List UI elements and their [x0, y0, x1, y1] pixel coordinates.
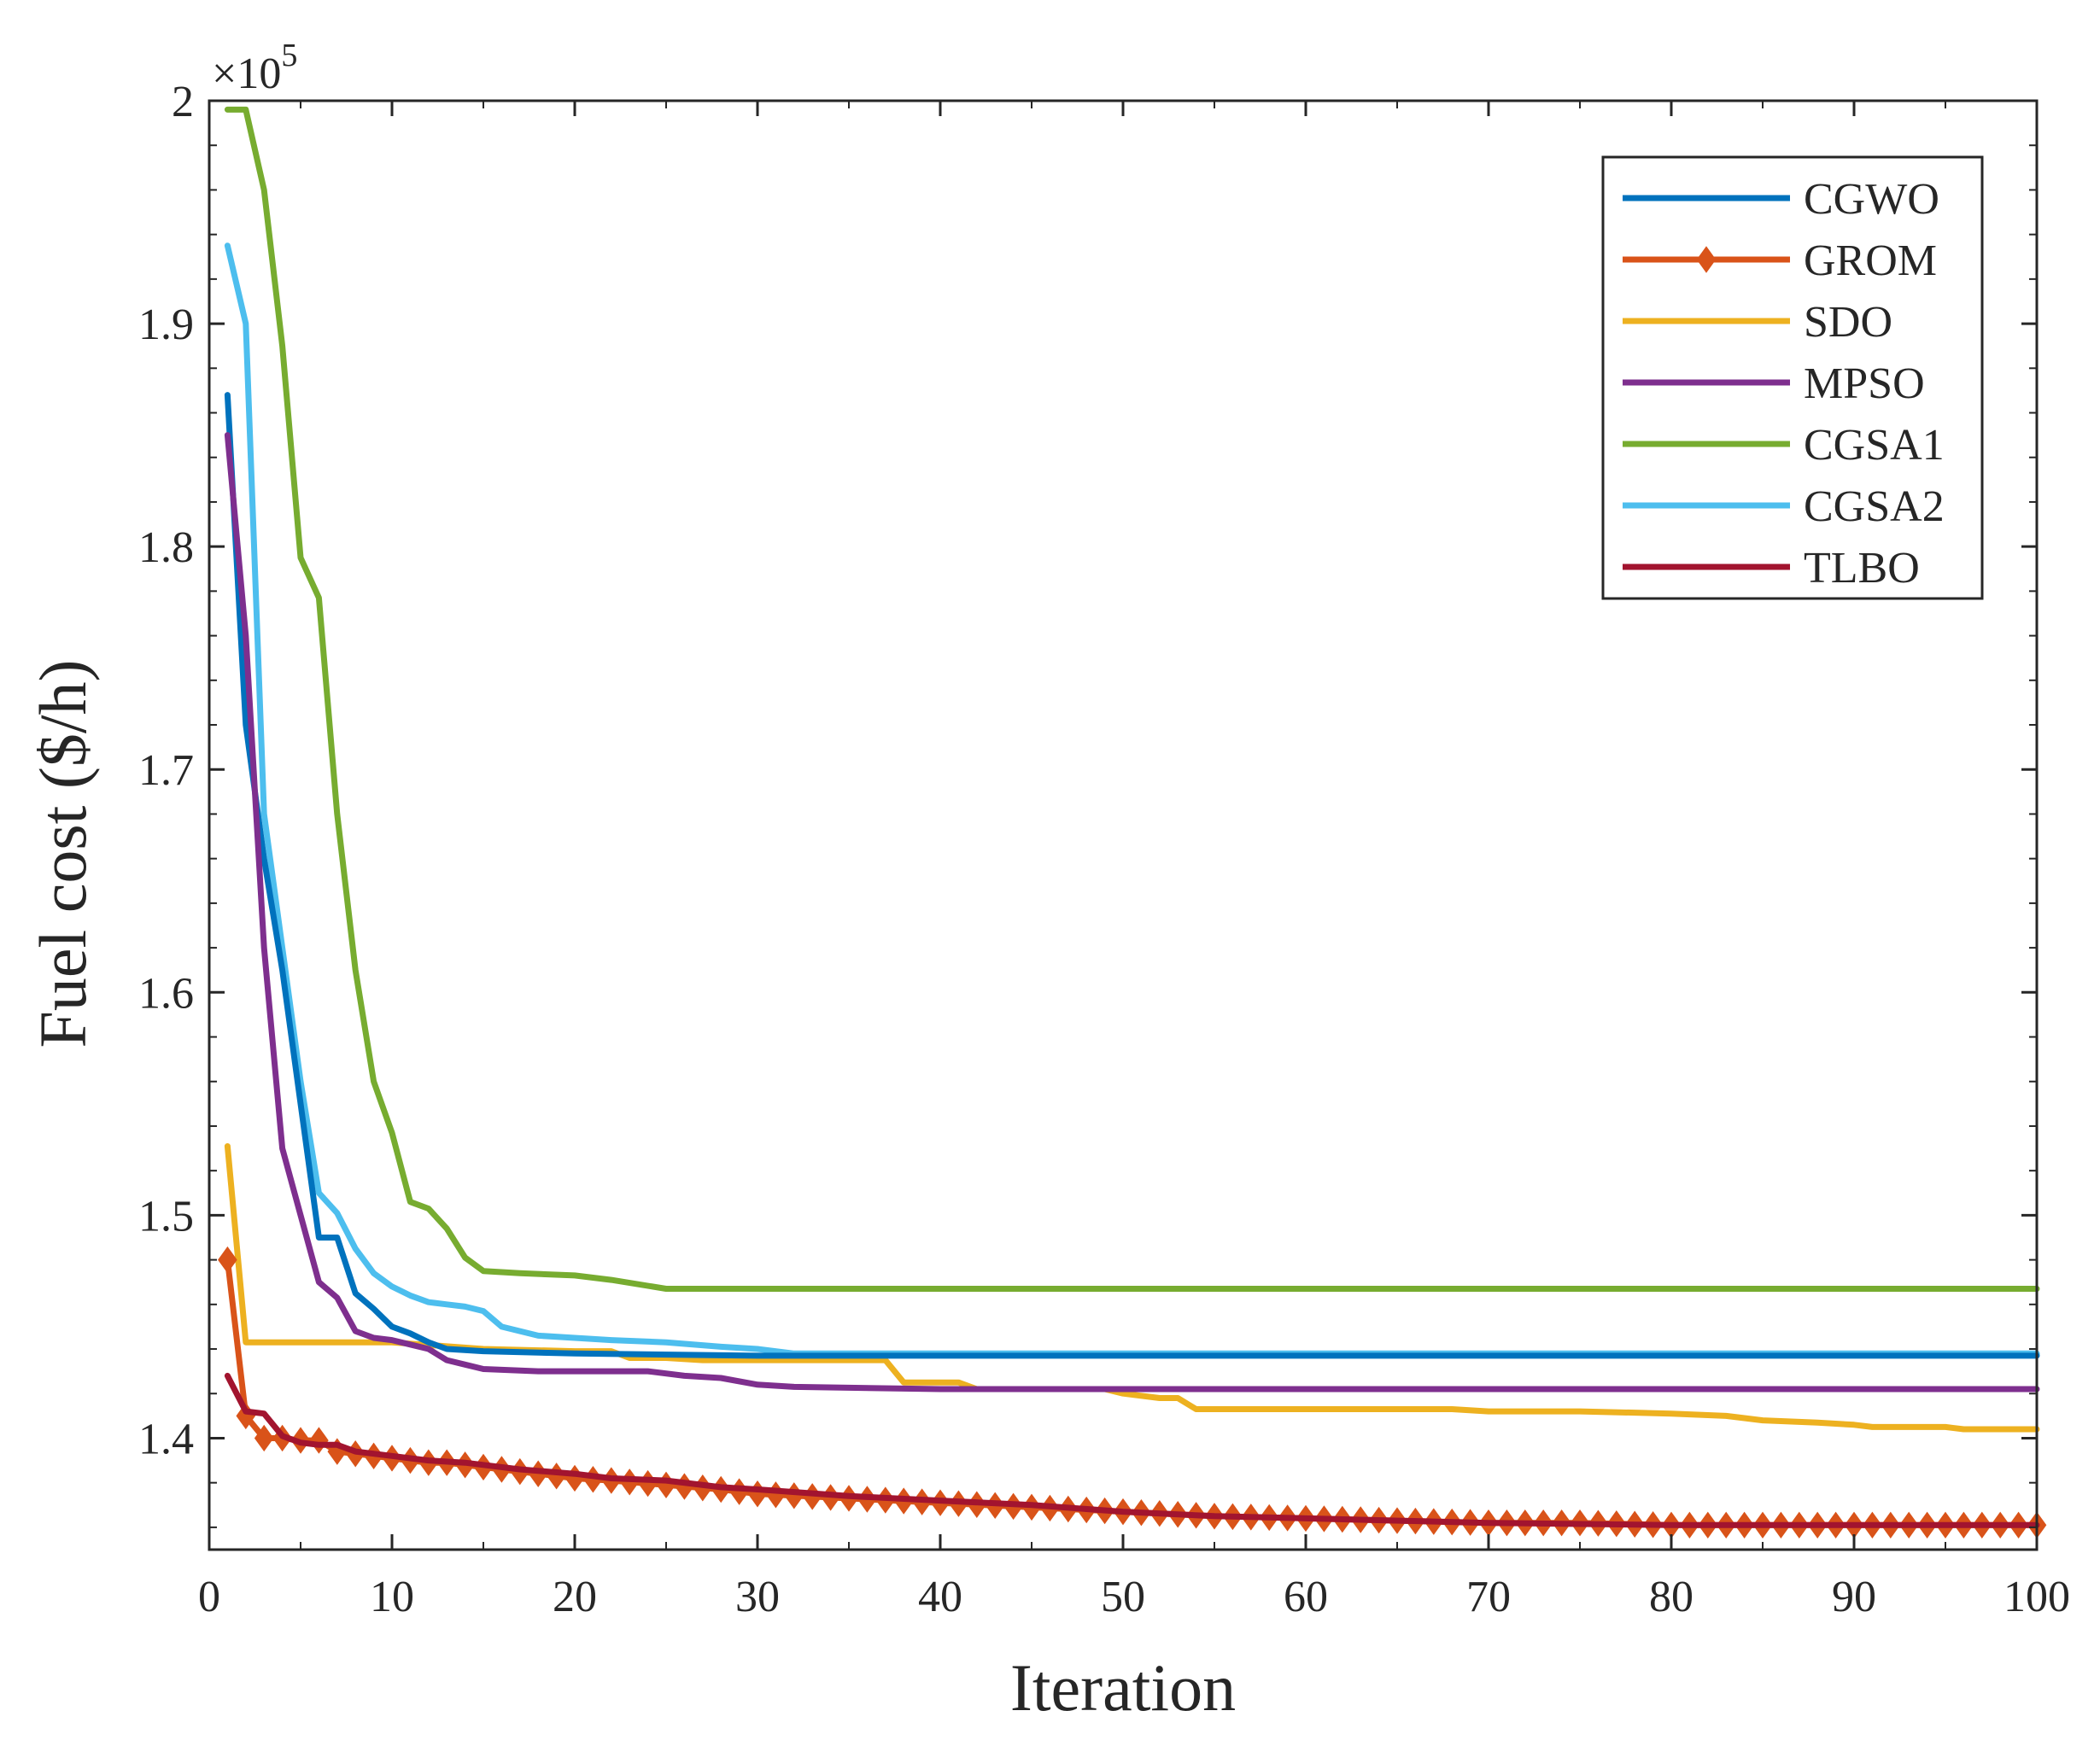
x-tick-label: 10 [370, 1573, 414, 1621]
series-line-tlbo [224, 1372, 2040, 1528]
series-line-cgwo [224, 392, 2040, 1359]
y-tick-label: 1.6 [138, 969, 194, 1018]
y-tick-label: 2 [172, 78, 194, 126]
x-tick-label: 40 [918, 1573, 962, 1621]
data-point-marker [218, 1246, 237, 1274]
y-tick-label: 1.8 [138, 523, 194, 572]
series-layer [218, 106, 2047, 1539]
y-axis-label: Fuel cost ($/h) [26, 660, 100, 1048]
y-exponent-label: ×105 [212, 38, 297, 98]
x-tick-label: 20 [553, 1573, 597, 1621]
legend-label-tlbo: TLBO [1804, 544, 1920, 593]
x-tick-label: 60 [1284, 1573, 1328, 1621]
y-tick-label: 1.9 [138, 301, 194, 349]
series-line-cgsa2 [224, 242, 2040, 1357]
x-tick-label: 50 [1101, 1573, 1145, 1621]
x-tick-label: 30 [735, 1573, 780, 1621]
legend: CGWO GROM SDO MPSO CGSA1 CGSA2 TLBO [1601, 155, 1984, 600]
x-axis-label: Iteration [1010, 1650, 1236, 1725]
legend-marker-grom [1696, 246, 1717, 273]
legend-box [1601, 155, 1984, 600]
y-exponent-power: 5 [281, 38, 297, 73]
y-axis-ticks: 1.4 1.5 1.6 1.7 1.8 1.9 2 [138, 78, 2037, 1528]
legend-label-grom: GROM [1804, 236, 1937, 285]
legend-items: CGWO GROM SDO MPSO CGSA1 CGSA2 TLBO [1623, 175, 1945, 593]
x-tick-label: 80 [1649, 1573, 1693, 1621]
data-point-marker [254, 1424, 274, 1452]
x-tick-label: 100 [2003, 1573, 2070, 1621]
y-tick-label: 1.5 [138, 1192, 194, 1241]
x-axis-ticks: 0 10 20 30 40 50 60 70 80 90 100 [198, 101, 2070, 1621]
x-tick-label: 90 [1832, 1573, 1876, 1621]
y-exponent-base: ×10 [212, 50, 281, 98]
legend-label-sdo: SDO [1804, 298, 1892, 347]
legend-label-cgsa2: CGSA2 [1804, 482, 1945, 531]
x-tick-label: 70 [1466, 1573, 1511, 1621]
y-tick-label: 1.7 [138, 746, 194, 795]
series-line-cgsa1 [224, 106, 2040, 1292]
series-line-mpso [224, 432, 2040, 1393]
legend-label-cgwo: CGWO [1804, 175, 1939, 224]
x-tick-label: 0 [198, 1573, 220, 1621]
legend-label-cgsa1: CGSA1 [1804, 421, 1945, 470]
legend-label-mpso: MPSO [1804, 359, 1925, 408]
y-tick-label: 1.4 [138, 1415, 194, 1463]
